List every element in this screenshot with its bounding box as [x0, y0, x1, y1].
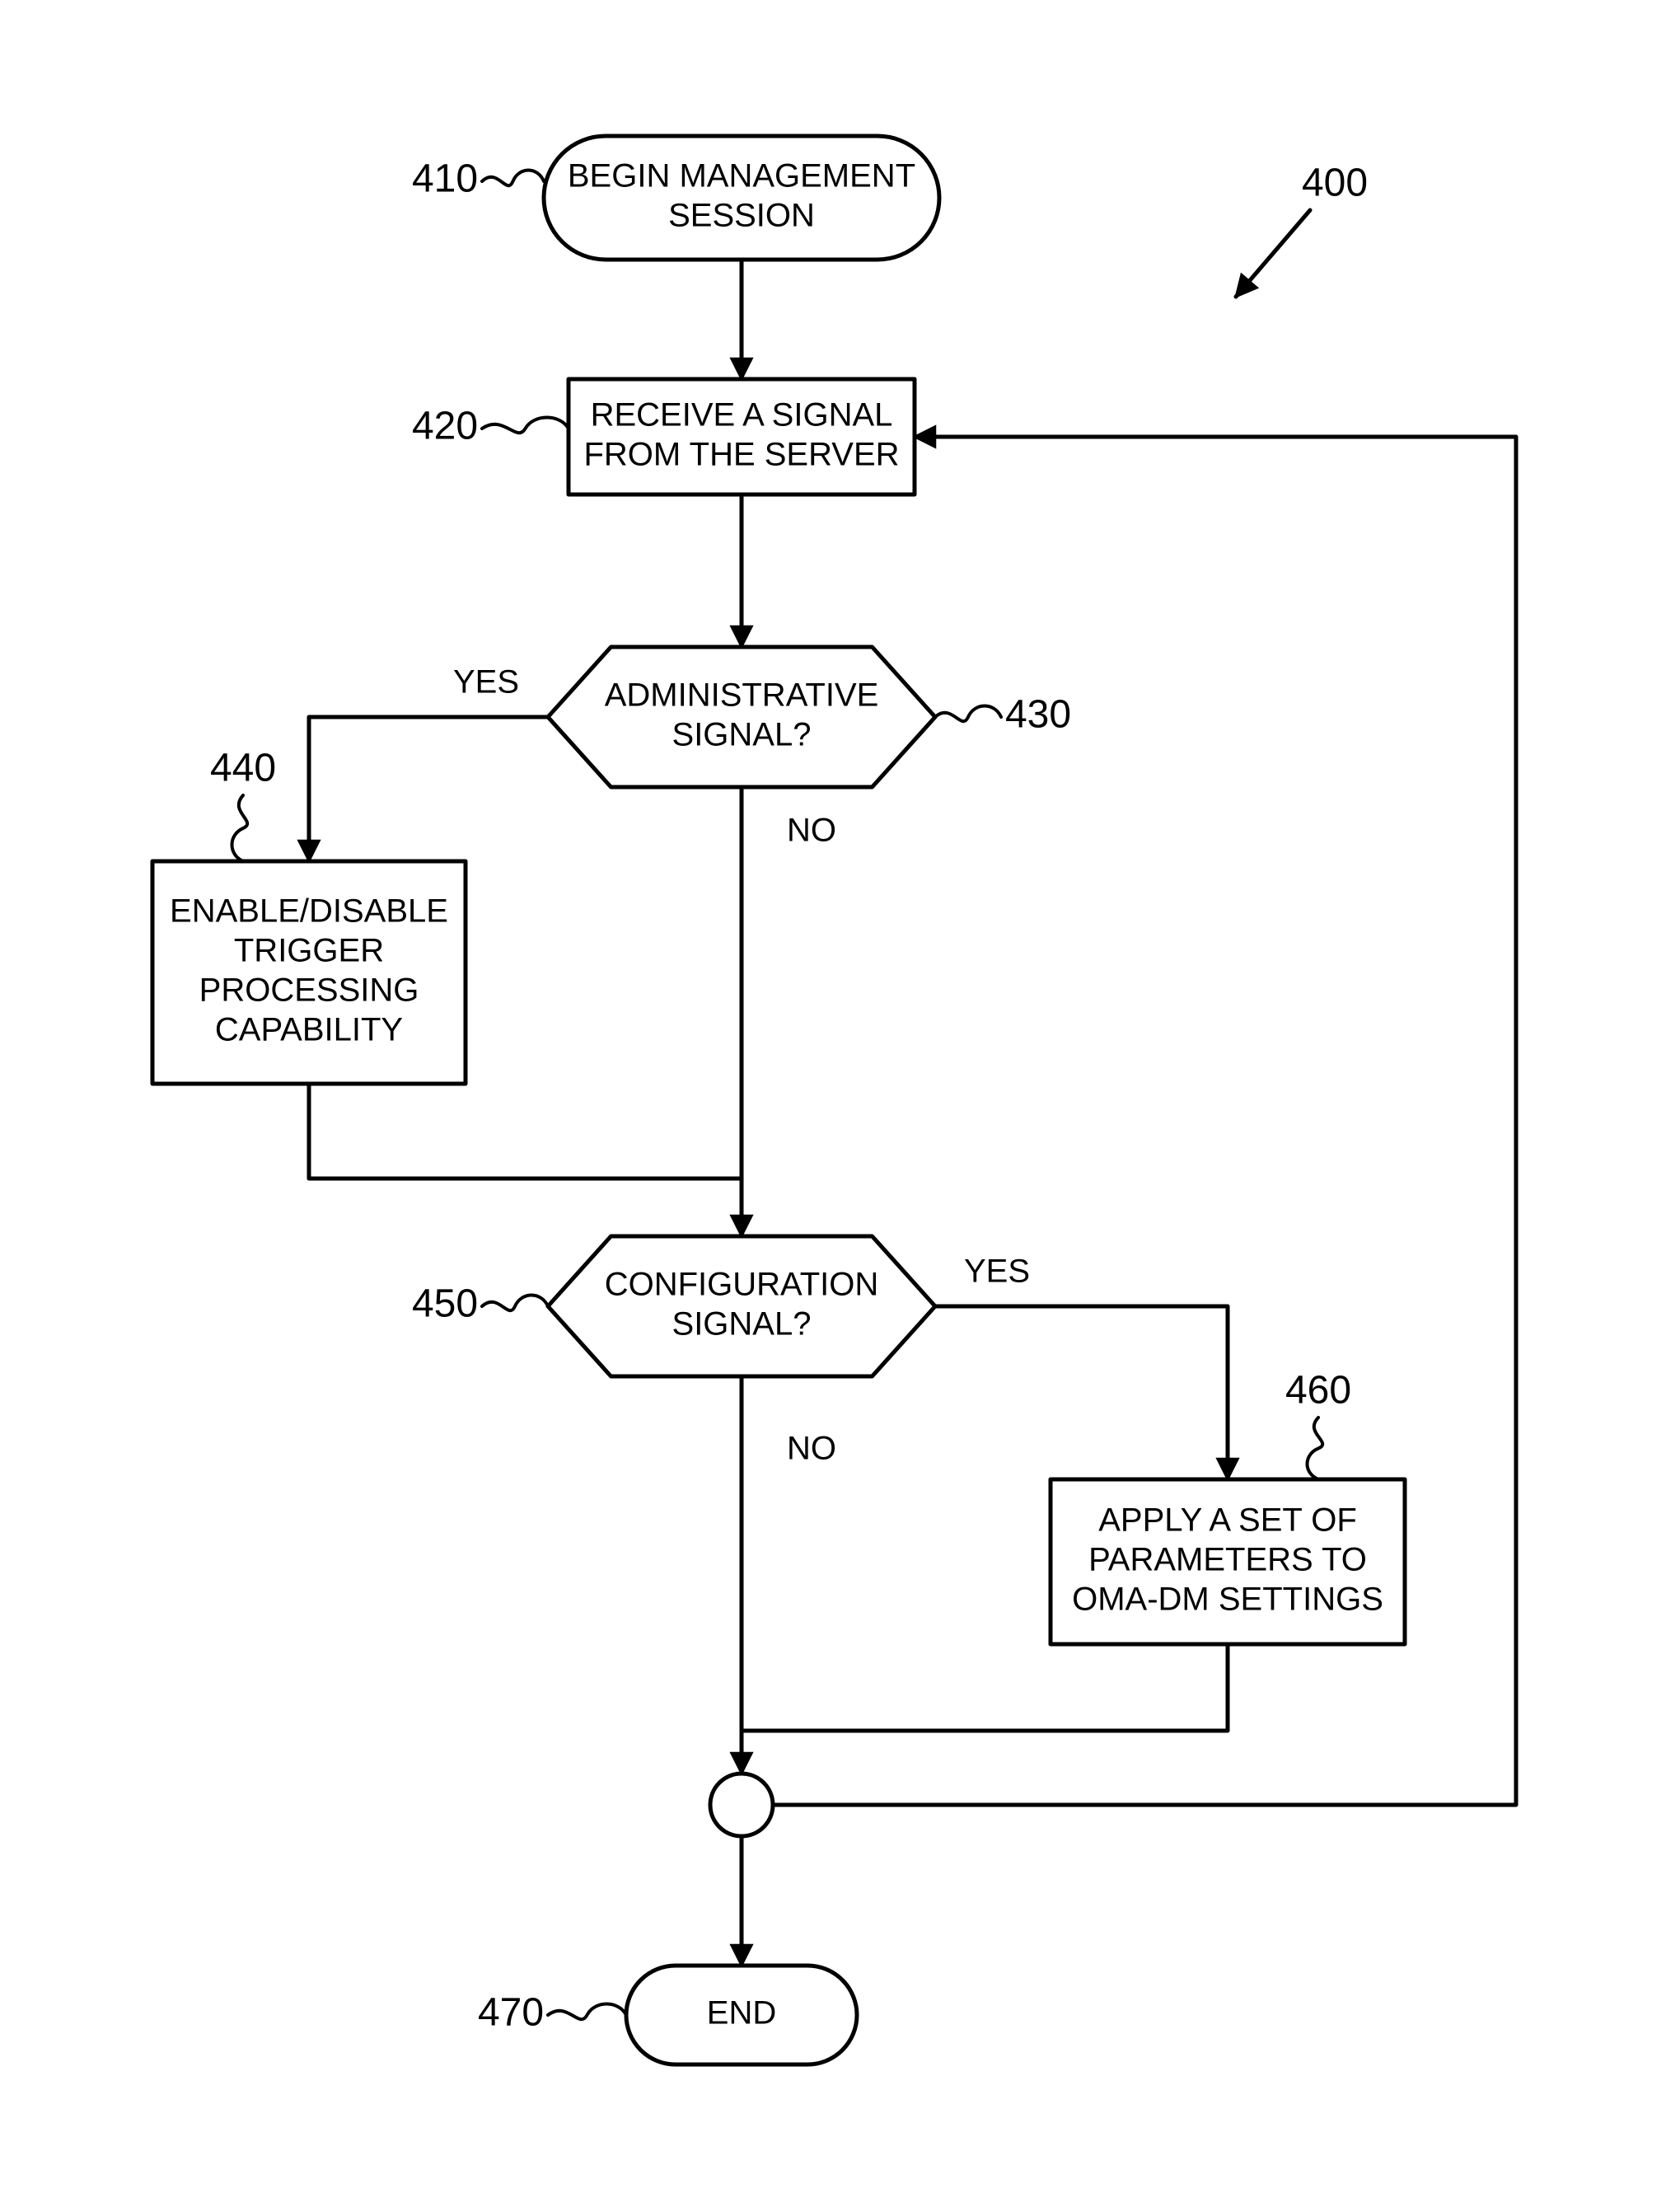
- node-n450-line1: SIGNAL?: [672, 1306, 812, 1343]
- node-n460-line2: OMA-DM SETTINGS: [1072, 1582, 1383, 1618]
- edge-e6: [935, 1306, 1228, 1479]
- ref-n410: 410: [412, 157, 478, 201]
- edge-label-e3: YES: [453, 664, 519, 701]
- ref-n450-squiggle: [482, 1296, 548, 1311]
- ref-n450: 450: [412, 1282, 478, 1326]
- node-n440-line1: TRIGGER: [234, 933, 384, 969]
- ref-n460: 460: [1285, 1369, 1351, 1413]
- node-n440-line3: CAPABILITY: [215, 1012, 403, 1048]
- node-n440-line2: PROCESSING: [199, 972, 419, 1009]
- node-n410-line0: BEGIN MANAGEMENT: [568, 158, 915, 194]
- ref-n470: 470: [478, 1991, 544, 2035]
- node-n420-line0: RECEIVE A SIGNAL: [591, 397, 893, 433]
- ref-n410-squiggle: [482, 171, 544, 186]
- ref-n460-squiggle: [1308, 1418, 1323, 1479]
- ref-n440: 440: [210, 747, 276, 790]
- edge-e8: [742, 1644, 1228, 1731]
- node-n460-line0: APPLY A SET OF: [1098, 1502, 1357, 1539]
- edge-label-e7: NO: [787, 1431, 836, 1467]
- edge-label-e6: YES: [964, 1254, 1030, 1290]
- edge-e5: [309, 1084, 742, 1179]
- ref-n420-squiggle: [482, 418, 569, 433]
- node-n470-line0: END: [707, 1995, 776, 2032]
- node-n440-line0: ENABLE/DISABLE: [170, 893, 448, 930]
- node-n450-line0: CONFIGURATION: [605, 1267, 879, 1303]
- ref-n440-squiggle: [232, 795, 248, 861]
- diagram-ref-arrow: [1236, 210, 1310, 297]
- ref-n430-squiggle: [935, 706, 1001, 722]
- edge-e3: [309, 717, 548, 861]
- node-n460-line1: PARAMETERS TO: [1088, 1542, 1367, 1578]
- node-n430-line0: ADMINISTRATIVE: [605, 677, 879, 714]
- ref-n420: 420: [412, 405, 478, 448]
- edge-label-e4: NO: [787, 813, 836, 849]
- node-njoin: [710, 1774, 773, 1836]
- diagram-ref-label: 400: [1302, 162, 1368, 205]
- node-n430-line1: SIGNAL?: [672, 717, 812, 753]
- node-n410-line1: SESSION: [668, 198, 815, 234]
- ref-n470-squiggle: [548, 2004, 626, 2020]
- node-n420-line1: FROM THE SERVER: [583, 437, 899, 473]
- ref-n430: 430: [1005, 693, 1071, 737]
